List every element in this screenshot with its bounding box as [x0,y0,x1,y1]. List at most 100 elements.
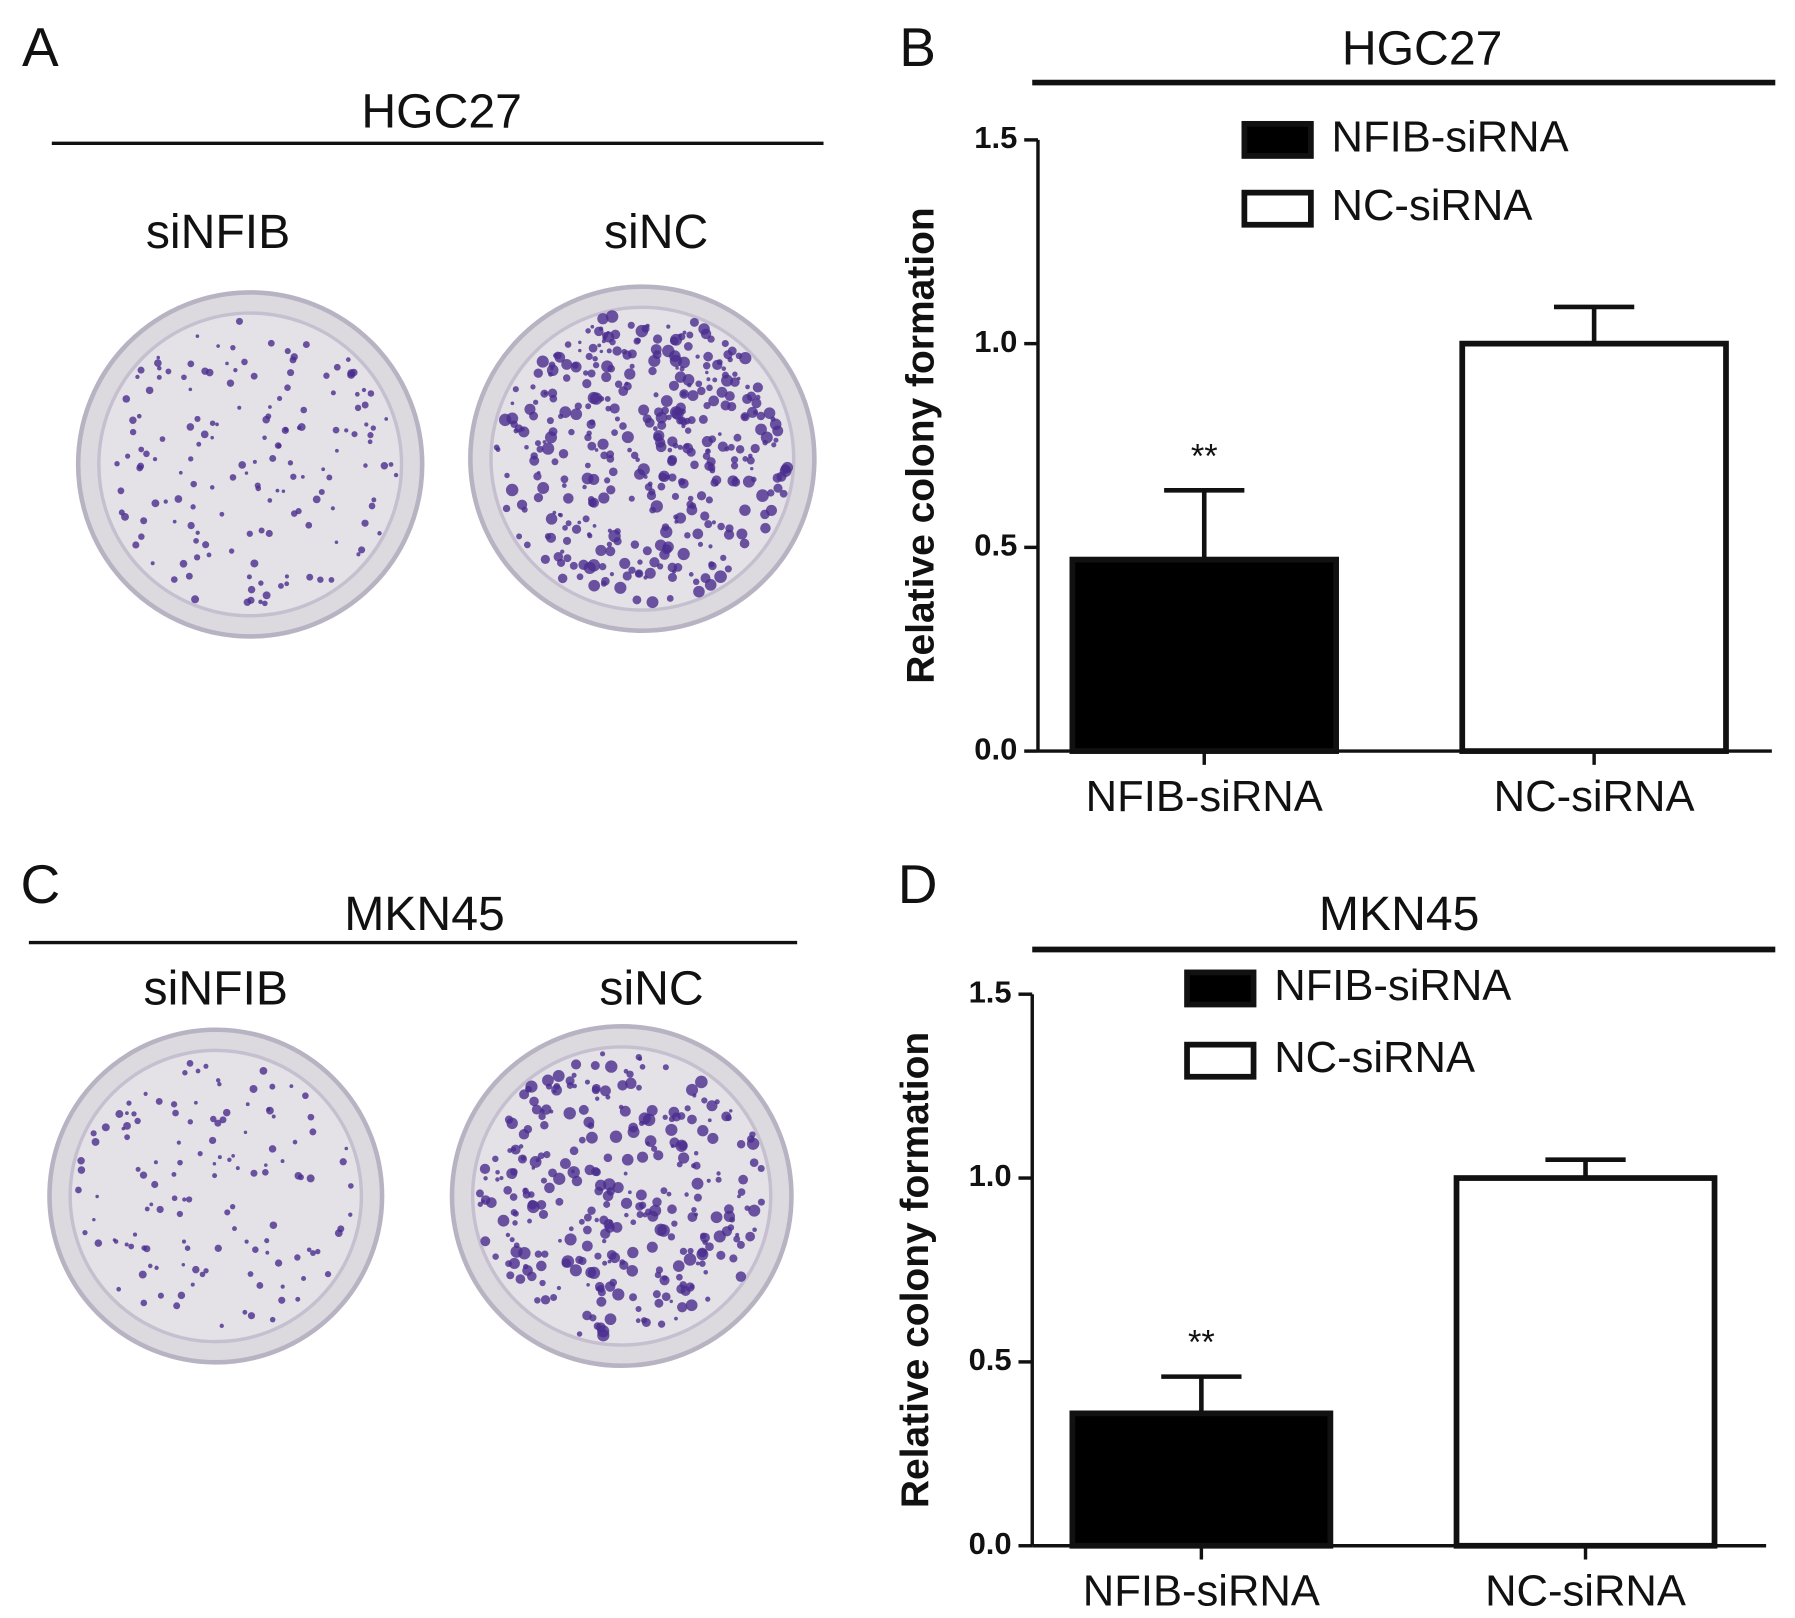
colony [627,1246,639,1259]
colony [92,1217,96,1222]
colony [186,1196,193,1203]
colony [243,1130,248,1135]
colony [114,461,120,467]
colony [703,401,711,410]
colony [214,1119,222,1127]
colony [595,1096,600,1101]
colony [597,313,609,325]
colony [692,528,704,540]
colony [701,1097,708,1104]
colony [209,420,216,426]
colony [624,368,636,380]
colony [393,472,399,478]
colony [606,485,616,495]
colony [176,1210,184,1218]
colony [159,436,166,442]
colony [672,442,679,449]
colony [635,1202,644,1211]
colony [173,1302,181,1310]
colony [595,544,607,557]
colony [560,549,565,554]
colony [673,514,679,520]
colony [710,478,719,487]
colony [512,1220,518,1226]
dish-rim [489,305,796,612]
y-tick-label: 1.5 [974,120,1017,155]
colony [334,1229,343,1237]
colony [714,570,727,583]
colony [182,1070,188,1076]
y-tick-label: 0.5 [969,1342,1012,1377]
colony [604,1313,617,1326]
panel-label: A [22,16,59,78]
colony [193,554,201,561]
colony [140,1299,148,1307]
colony [510,1245,523,1258]
colony [301,1276,307,1281]
colony [315,1248,321,1255]
colony [605,310,619,323]
colony [660,395,673,407]
colony [713,1230,726,1243]
colony [228,548,235,554]
colony [671,1220,678,1227]
colony [582,484,587,490]
colony [746,456,755,465]
chart-title: HGC27 [1342,21,1503,75]
colony [589,392,603,405]
colony [541,442,555,455]
colony [572,362,579,369]
colony [695,1075,708,1089]
colony [138,1270,147,1279]
colony [131,1111,137,1117]
colony [653,432,663,442]
colony [601,371,612,383]
colony [683,342,693,351]
colony [280,1284,285,1289]
colony [706,1100,718,1112]
colony [262,600,268,607]
colony [244,1239,249,1244]
colony [564,1233,577,1246]
colony [565,520,572,527]
colony [370,425,376,431]
colony [185,572,193,580]
colony [347,370,356,379]
colony [176,1140,181,1145]
colony [691,1206,697,1213]
colony [203,1063,209,1069]
colony [229,1204,236,1210]
colony [203,1268,209,1274]
colony [512,386,519,393]
colony [268,405,272,409]
colony [652,426,658,431]
colony [655,441,667,453]
colony [629,363,635,369]
colony [195,1068,201,1074]
colony [555,1197,564,1206]
colony [635,1318,641,1324]
colony [284,581,290,587]
colony [479,1163,491,1174]
colony [769,418,782,431]
colony [686,331,694,339]
colony [274,1259,283,1267]
colony [652,1197,662,1207]
colony [545,513,558,525]
colony [581,1240,593,1252]
colony [627,1190,632,1195]
colony [716,386,728,398]
colony [583,1116,595,1128]
colony [629,1293,638,1302]
colony [531,1104,542,1115]
colony [368,502,376,510]
colony [773,483,783,493]
colony [587,559,601,572]
colony [290,473,297,480]
colony [354,404,362,412]
colony [736,1140,746,1149]
colony [606,454,615,463]
colony [358,546,366,554]
x-tick-label: NFIB-siRNA [1083,1567,1320,1615]
colony [603,1178,616,1191]
